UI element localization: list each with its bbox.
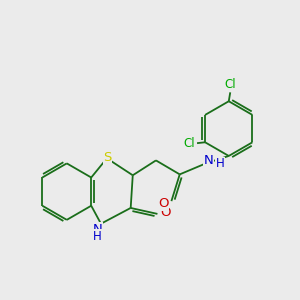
Text: N: N	[204, 154, 214, 167]
Text: O: O	[160, 206, 171, 219]
Text: O: O	[158, 197, 168, 210]
Text: H: H	[93, 230, 102, 243]
Text: S: S	[103, 151, 112, 164]
Text: Cl: Cl	[224, 78, 236, 91]
Text: N: N	[92, 223, 102, 236]
Text: Cl: Cl	[184, 137, 195, 150]
Text: H: H	[216, 158, 224, 170]
